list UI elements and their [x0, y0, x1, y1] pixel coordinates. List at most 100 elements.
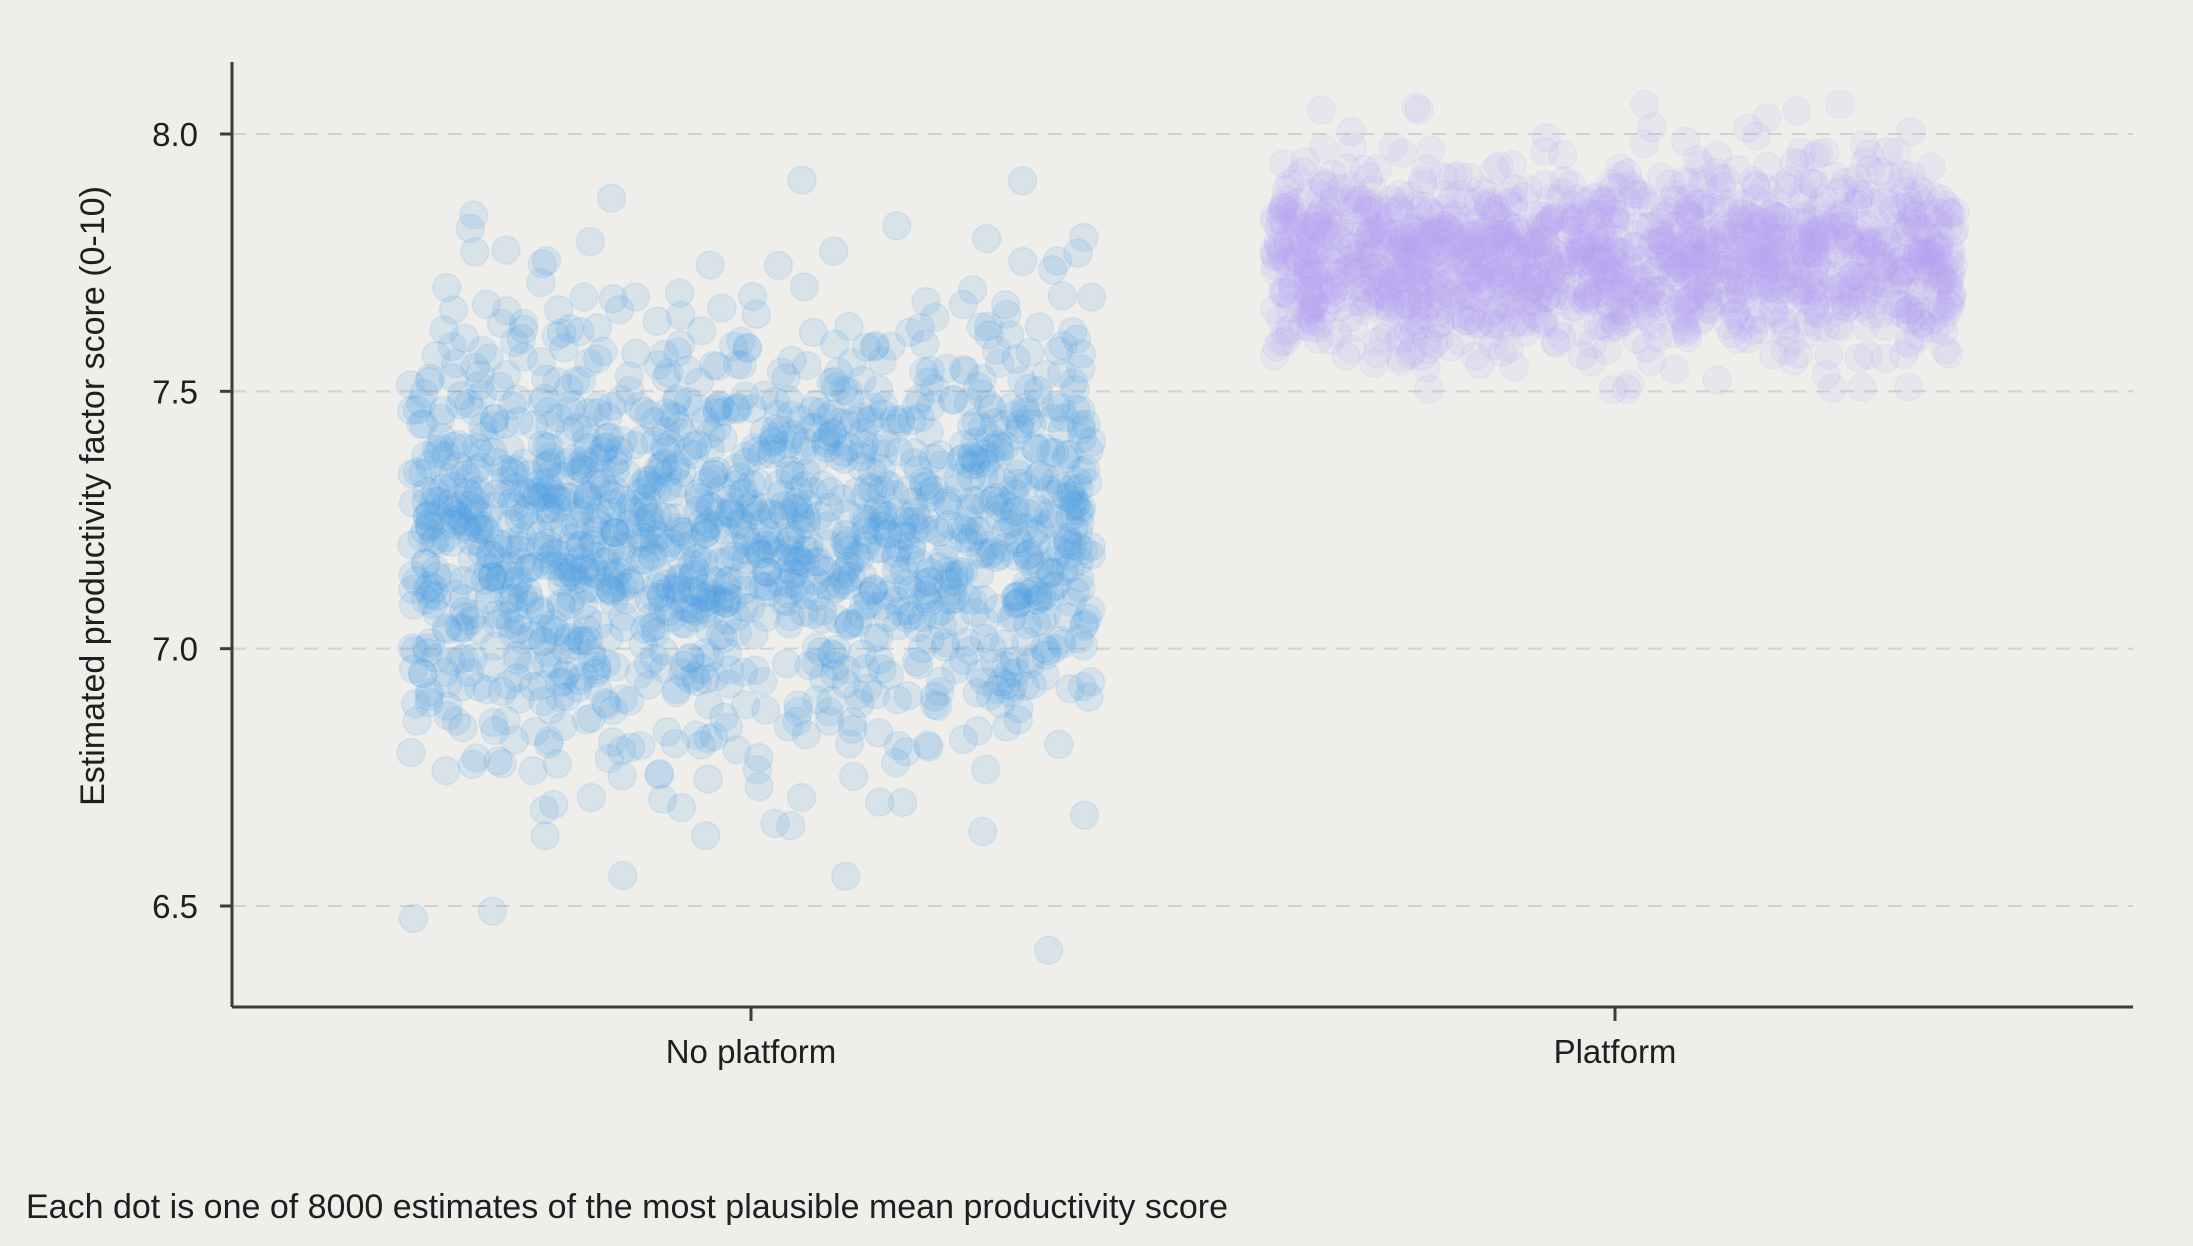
data-point — [831, 554, 861, 585]
data-point — [920, 514, 950, 545]
data-point — [678, 559, 708, 589]
data-point — [1075, 595, 1106, 625]
data-point — [480, 715, 510, 746]
data-point — [830, 861, 861, 892]
data-point — [1260, 206, 1290, 237]
data-point — [820, 651, 851, 681]
data-point — [679, 439, 710, 470]
data-point — [701, 456, 732, 486]
data-point — [963, 485, 993, 515]
data-point — [415, 450, 445, 480]
data-point — [801, 632, 832, 663]
data-point — [637, 471, 667, 502]
data-point — [603, 557, 634, 588]
data-point — [873, 518, 903, 549]
data-point — [533, 449, 563, 480]
data-point — [533, 396, 564, 427]
data-point — [1509, 246, 1540, 277]
data-point — [660, 502, 690, 533]
data-point — [582, 655, 613, 685]
data-point — [853, 589, 883, 620]
data-point — [1671, 197, 1701, 227]
data-point — [434, 563, 464, 593]
data-point — [732, 447, 762, 478]
data-point — [485, 371, 515, 402]
data-point — [1023, 376, 1053, 406]
data-point — [1298, 275, 1329, 305]
data-point — [566, 530, 596, 560]
data-point — [822, 604, 853, 634]
data-point — [651, 533, 682, 563]
data-point — [552, 682, 583, 712]
data-point — [819, 329, 850, 360]
data-point — [960, 597, 990, 628]
data-point — [397, 395, 427, 426]
data-point — [402, 457, 433, 487]
data-point — [528, 614, 558, 644]
data-point — [477, 436, 508, 467]
data-point — [1050, 402, 1080, 433]
data-point — [732, 332, 762, 363]
data-point — [496, 457, 526, 487]
data-point — [725, 462, 755, 492]
data-point — [555, 617, 586, 647]
data-point — [1035, 508, 1065, 539]
data-point — [811, 556, 842, 587]
data-point — [620, 282, 651, 312]
data-point — [766, 357, 797, 387]
data-point — [1037, 255, 1068, 285]
data-point — [518, 476, 549, 506]
data-point — [572, 485, 603, 516]
data-point — [789, 272, 819, 302]
data-point — [1816, 270, 1847, 300]
data-point — [489, 409, 520, 439]
data-point — [905, 383, 935, 414]
y-tick-label: 7.0 — [152, 631, 198, 668]
data-point — [537, 479, 568, 509]
data-point — [595, 535, 626, 565]
data-point — [968, 461, 999, 492]
data-point — [397, 633, 427, 663]
data-point — [1015, 337, 1045, 368]
data-point — [410, 515, 440, 545]
data-point — [414, 677, 445, 708]
data-point — [747, 539, 777, 569]
data-point — [1040, 465, 1071, 496]
data-point — [1024, 495, 1054, 525]
data-point — [962, 716, 993, 746]
data-point — [1002, 419, 1033, 450]
y-tick-label: 8.0 — [152, 116, 198, 153]
data-point — [863, 718, 894, 748]
data-point — [812, 403, 842, 434]
data-point — [1673, 284, 1703, 315]
data-point — [481, 479, 512, 509]
data-point — [630, 545, 660, 575]
data-point — [939, 566, 969, 597]
data-point — [570, 449, 601, 480]
data-point — [969, 623, 1000, 654]
data-point — [603, 444, 633, 475]
data-point — [1032, 635, 1063, 666]
data-point — [902, 612, 933, 643]
data-point — [1040, 546, 1071, 576]
data-point — [686, 654, 717, 684]
data-point — [1531, 123, 1562, 153]
data-point — [1004, 693, 1034, 724]
data-point — [596, 497, 627, 528]
data-point — [531, 494, 562, 524]
data-point — [969, 438, 1000, 469]
data-point — [532, 544, 563, 575]
data-point — [968, 584, 998, 615]
data-point — [776, 810, 806, 841]
data-point — [430, 462, 460, 492]
data-point — [652, 717, 682, 747]
data-point — [1854, 139, 1884, 169]
data-point — [412, 501, 443, 532]
data-point — [721, 392, 751, 423]
data-point — [798, 599, 828, 630]
data-point — [1009, 513, 1040, 543]
data-point — [963, 371, 993, 402]
data-point — [1614, 369, 1645, 400]
data-point — [818, 640, 849, 671]
data-point — [421, 555, 451, 586]
